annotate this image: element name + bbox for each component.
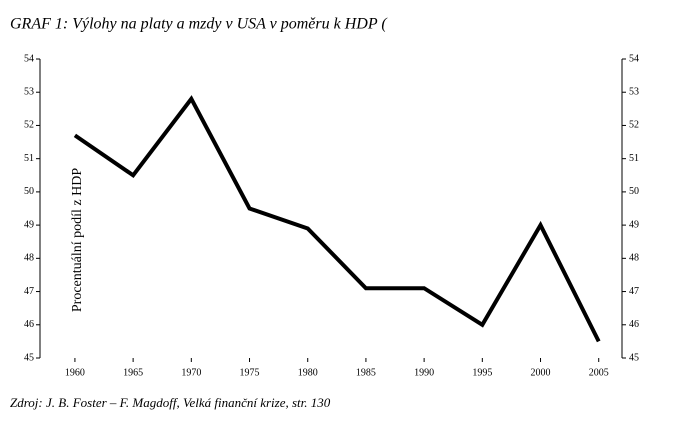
y2-tick-label: 48 <box>629 253 639 264</box>
y2-tick-label: 46 <box>629 319 639 330</box>
y-axis-label: Procentuální podíl z HDP <box>70 168 85 312</box>
source: Zdroj: J. B. Foster – F. Magdoff, Velká … <box>10 395 331 410</box>
x-tick-label: 2005 <box>589 367 609 378</box>
y2-tick-label: 45 <box>629 352 639 363</box>
chart-title: GRAF 1: Výlohy na platy a mzdy v USA v p… <box>10 16 388 33</box>
x-tick-label: 1980 <box>298 367 318 378</box>
x-tick-label: 1985 <box>356 367 376 378</box>
y-tick-label: 52 <box>24 120 34 131</box>
y2-tick-label: 53 <box>629 87 639 98</box>
y-tick-label: 48 <box>24 253 34 264</box>
y-tick-label: 46 <box>24 319 34 330</box>
x-tick-label: 1995 <box>472 367 492 378</box>
data-line <box>73 95 601 343</box>
y2-tick-label: 50 <box>629 186 639 197</box>
y2-tick-label: 49 <box>629 219 639 230</box>
y2-tick-label: 52 <box>629 120 639 131</box>
y2-tick-label: 54 <box>629 53 639 64</box>
y2-tick-label: 51 <box>629 153 639 164</box>
y-tick-label: 49 <box>24 219 34 230</box>
x-tick-label: 1970 <box>181 367 201 378</box>
y-tick-label: 47 <box>24 286 34 297</box>
x-tick-label: 1960 <box>65 367 85 378</box>
x-tick-label: 1990 <box>414 367 434 378</box>
y-tick-label: 51 <box>24 153 34 164</box>
y-tick-label: 50 <box>24 186 34 197</box>
x-tick-label: 2000 <box>531 367 551 378</box>
y-tick-label: 45 <box>24 352 34 363</box>
y2-tick-label: 47 <box>629 286 639 297</box>
y-tick-label: 53 <box>24 87 34 98</box>
x-tick-label: 1975 <box>240 367 260 378</box>
x-tick-label: 1965 <box>123 367 143 378</box>
y-tick-label: 54 <box>24 53 34 64</box>
